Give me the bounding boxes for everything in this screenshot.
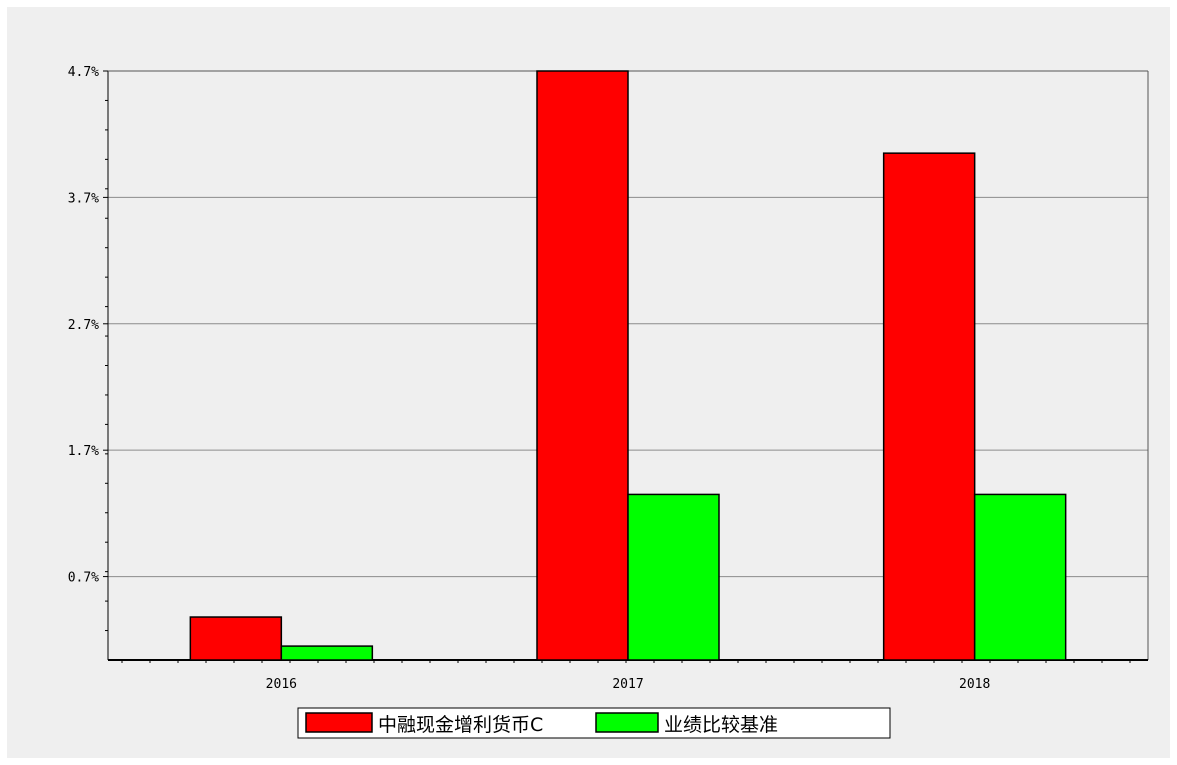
bar-benchmark-2016 <box>280 645 374 661</box>
y-tick-label: 0.7% <box>68 571 99 586</box>
legend-box <box>297 707 891 739</box>
legend-label-fund: 中融现金增利货币C <box>378 714 543 736</box>
x-tick-label: 2016 <box>266 677 297 692</box>
x-tick-label: 2017 <box>612 677 643 692</box>
y-tick-label: 2.7% <box>68 318 99 333</box>
bar-fund-2016 <box>189 616 283 661</box>
legend-label-benchmark: 业绩比较基准 <box>664 714 778 736</box>
bar-benchmark-2017 <box>627 493 720 661</box>
y-tick-label: 1.7% <box>68 444 99 459</box>
bar-fund-2017 <box>536 70 629 661</box>
bars <box>189 70 1067 661</box>
legend-swatch-benchmark <box>595 712 659 733</box>
bar-benchmark-2018 <box>973 493 1067 661</box>
x-tick-label: 2018 <box>959 677 990 692</box>
y-tick-label: 3.7% <box>68 191 99 206</box>
legend: 中融现金增利货币C 业绩比较基准 <box>297 707 891 739</box>
bar-fund-2018 <box>882 152 976 661</box>
legend-swatch-fund <box>305 712 373 733</box>
y-tick-label: 4.7% <box>68 65 99 80</box>
tick-labels: 4.7% 3.7% 2.7% 1.7% 0.7% 2016 2017 2018 <box>68 65 991 692</box>
